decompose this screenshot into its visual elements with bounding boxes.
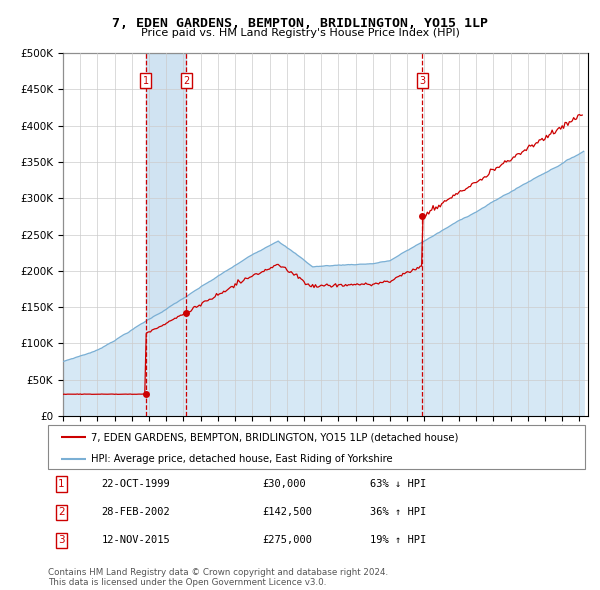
Text: 3: 3 [58,536,65,545]
Text: 7, EDEN GARDENS, BEMPTON, BRIDLINGTON, YO15 1LP: 7, EDEN GARDENS, BEMPTON, BRIDLINGTON, Y… [112,17,488,30]
FancyBboxPatch shape [48,425,585,469]
Text: 28-FEB-2002: 28-FEB-2002 [102,507,170,517]
Text: Contains HM Land Registry data © Crown copyright and database right 2024.: Contains HM Land Registry data © Crown c… [48,568,388,576]
Text: 2: 2 [58,507,65,517]
Text: 22-OCT-1999: 22-OCT-1999 [102,479,170,489]
Text: £30,000: £30,000 [263,479,307,489]
Text: 36% ↑ HPI: 36% ↑ HPI [370,507,427,517]
Text: 1: 1 [143,76,149,86]
Bar [146,53,186,416]
Text: Price paid vs. HM Land Registry's House Price Index (HPI): Price paid vs. HM Land Registry's House … [140,28,460,38]
Text: 12-NOV-2015: 12-NOV-2015 [102,536,170,545]
Text: 19% ↑ HPI: 19% ↑ HPI [370,536,427,545]
Text: 63% ↓ HPI: 63% ↓ HPI [370,479,427,489]
Text: 3: 3 [419,76,425,86]
Text: 7, EDEN GARDENS, BEMPTON, BRIDLINGTON, YO15 1LP (detached house): 7, EDEN GARDENS, BEMPTON, BRIDLINGTON, Y… [91,432,458,442]
Text: £142,500: £142,500 [263,507,313,517]
Text: 2: 2 [183,76,190,86]
Text: This data is licensed under the Open Government Licence v3.0.: This data is licensed under the Open Gov… [48,578,326,587]
Text: HPI: Average price, detached house, East Riding of Yorkshire: HPI: Average price, detached house, East… [91,454,392,464]
Text: £275,000: £275,000 [263,536,313,545]
Text: 1: 1 [58,479,65,489]
